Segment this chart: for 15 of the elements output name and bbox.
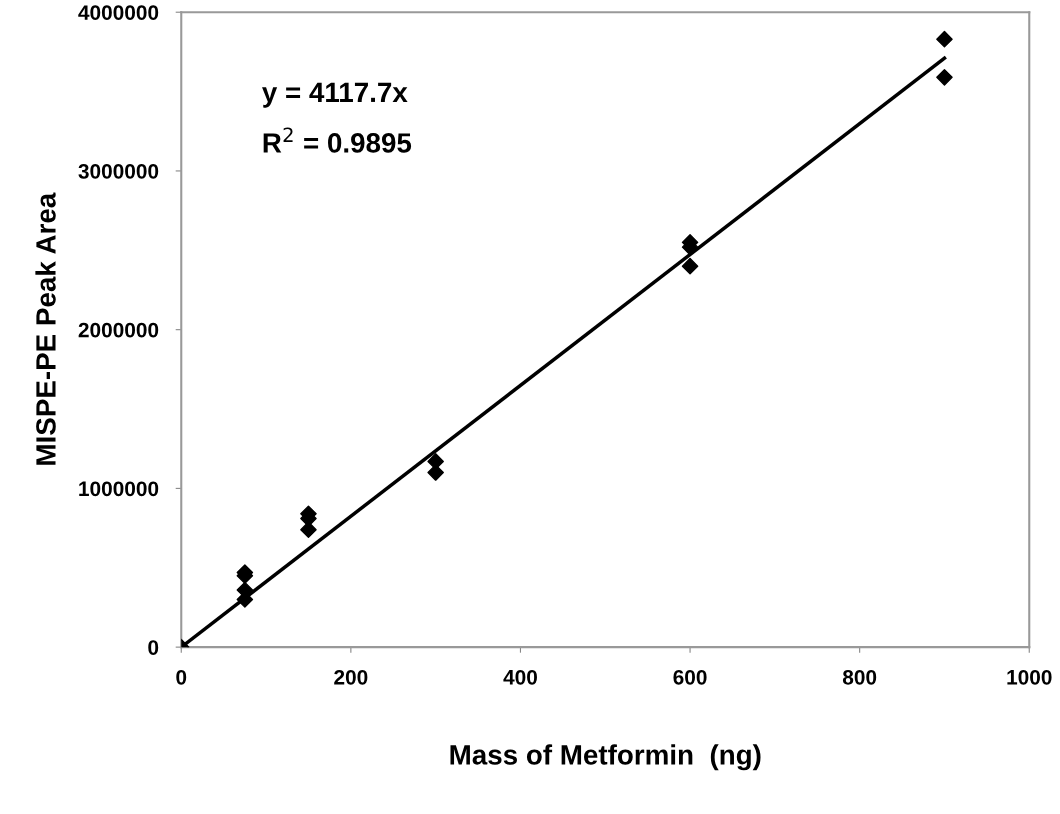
x-tick-label: 1000 [1007, 669, 1052, 685]
annotation: R$^{2}$ = 0.9895 [263, 127, 412, 153]
x-tick-label: 800 [842, 669, 877, 685]
x-tick-label: 600 [673, 669, 707, 685]
x-tick-label: 400 [503, 669, 537, 685]
y-tick-label: 3000000 [78, 163, 159, 179]
y-tick-label: 4000000 [78, 5, 159, 20]
x-tick-label: 0 [176, 669, 187, 685]
y-tick-label: 1000000 [79, 481, 159, 497]
annotation: y = 4117.7x [262, 82, 408, 108]
x-tick-label: 200 [334, 669, 368, 685]
y-tick-label: 0 [148, 640, 159, 655]
x-axis-title: Mass of Metformin (ng) [450, 744, 761, 771]
y-axis-title: MISPE-PE Peak Area [35, 192, 56, 465]
y-tick-label: 2000000 [78, 322, 159, 338]
